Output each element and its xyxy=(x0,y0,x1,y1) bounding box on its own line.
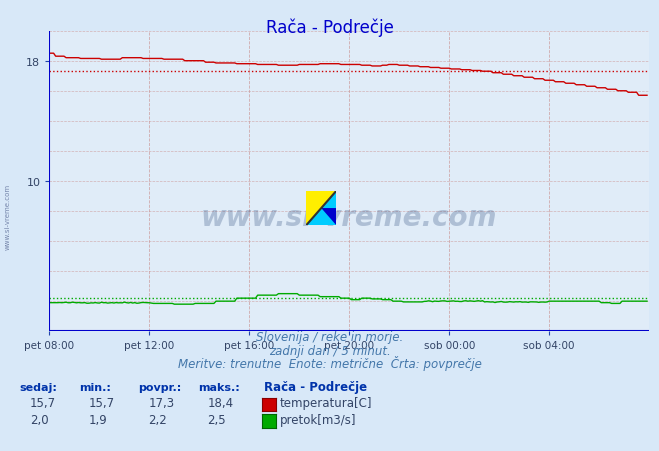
Text: 2,5: 2,5 xyxy=(208,413,226,426)
Text: Meritve: trenutne  Enote: metrične  Črta: povprečje: Meritve: trenutne Enote: metrične Črta: … xyxy=(177,355,482,371)
Text: povpr.:: povpr.: xyxy=(138,382,182,392)
Text: min.:: min.: xyxy=(79,382,111,392)
Text: 2,0: 2,0 xyxy=(30,413,48,426)
Text: www.si-vreme.com: www.si-vreme.com xyxy=(201,203,498,231)
Text: pretok[m3/s]: pretok[m3/s] xyxy=(280,413,357,426)
Text: Slovenija / reke in morje.: Slovenija / reke in morje. xyxy=(256,331,403,344)
Text: 17,3: 17,3 xyxy=(148,396,175,409)
Polygon shape xyxy=(306,192,336,226)
Polygon shape xyxy=(306,192,336,226)
Text: temperatura[C]: temperatura[C] xyxy=(280,396,372,409)
Text: 2,2: 2,2 xyxy=(148,413,167,426)
Text: sedaj:: sedaj: xyxy=(20,382,57,392)
Polygon shape xyxy=(322,208,336,226)
Text: Rača - Podrečje: Rača - Podrečje xyxy=(264,380,366,393)
Text: www.si-vreme.com: www.si-vreme.com xyxy=(5,184,11,249)
Text: 1,9: 1,9 xyxy=(89,413,107,426)
Text: Rača - Podrečje: Rača - Podrečje xyxy=(266,18,393,37)
Text: 15,7: 15,7 xyxy=(89,396,115,409)
Text: maks.:: maks.: xyxy=(198,382,239,392)
Text: zadnji dan / 5 minut.: zadnji dan / 5 minut. xyxy=(269,344,390,357)
Text: 18,4: 18,4 xyxy=(208,396,234,409)
Text: 15,7: 15,7 xyxy=(30,396,56,409)
